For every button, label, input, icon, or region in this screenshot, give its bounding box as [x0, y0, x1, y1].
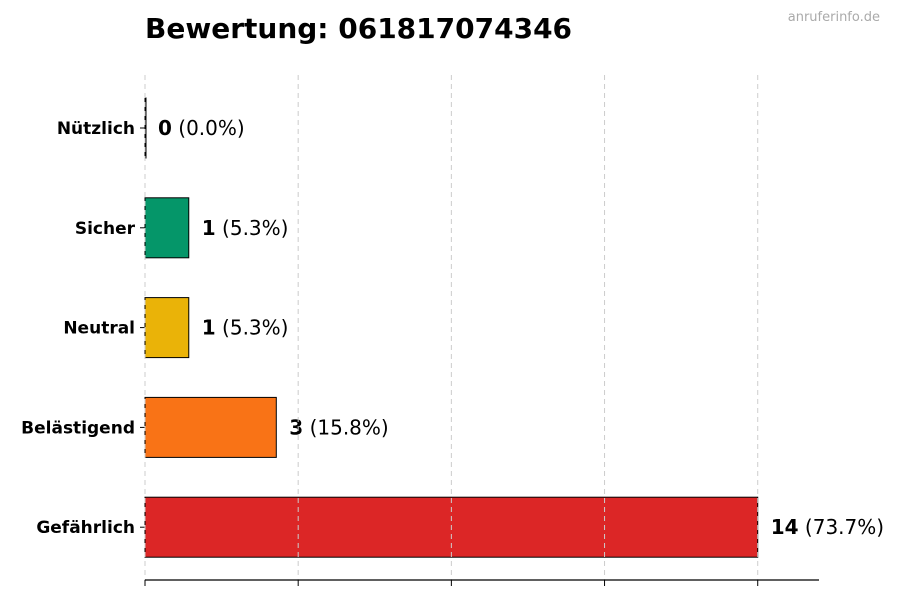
data-label-2: 1 (5.3%)	[202, 316, 289, 340]
data-label-1: 1 (5.3%)	[202, 216, 289, 240]
y-tick-label-0: Nützlich	[57, 119, 135, 139]
y-tick-label-2: Neutral	[63, 319, 135, 339]
y-tick-label-1: Sicher	[75, 219, 136, 239]
y-tick-label-4: Gefährlich	[36, 518, 135, 538]
bar-3	[144, 396, 277, 458]
bar-1	[144, 197, 190, 259]
data-label-0: 0 (0.0%)	[158, 116, 245, 140]
y-tick-label-3: Belästigend	[21, 418, 135, 438]
bar-2	[144, 297, 190, 359]
data-label-3: 3 (15.8%)	[289, 415, 388, 439]
watermark: anruferinfo.de	[787, 10, 880, 25]
data-label-4: 14 (73.7%)	[771, 515, 884, 539]
chart-title: Bewertung: 061817074346	[145, 12, 573, 45]
